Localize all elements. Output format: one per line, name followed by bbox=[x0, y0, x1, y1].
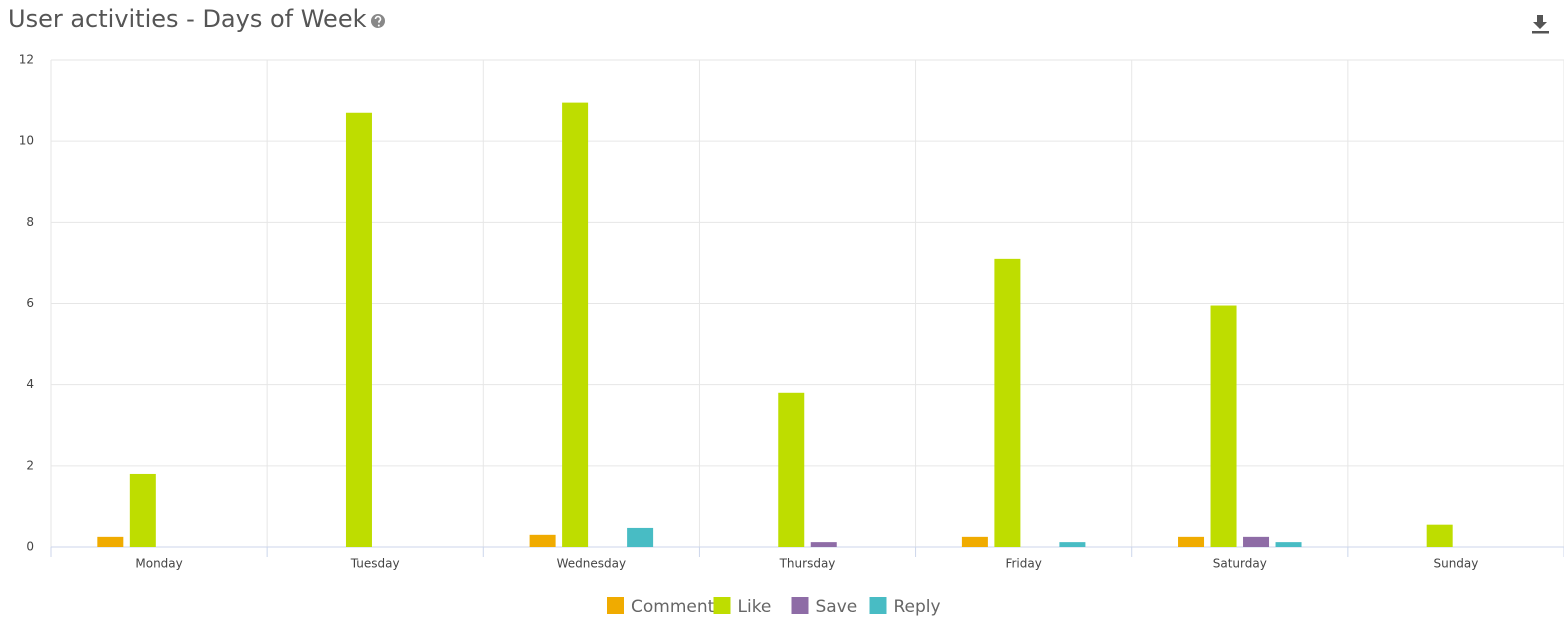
legend-label: Save bbox=[816, 597, 858, 617]
legend-swatch bbox=[869, 597, 887, 614]
x-tick-label: Monday bbox=[135, 557, 182, 571]
y-tick-label: 10 bbox=[19, 134, 34, 148]
x-tick-label: Wednesday bbox=[557, 557, 626, 571]
x-tick-label: Thursday bbox=[779, 557, 836, 571]
bar bbox=[1426, 524, 1453, 547]
y-tick-label: 4 bbox=[26, 377, 34, 391]
bar bbox=[994, 258, 1021, 547]
y-tick-label: 12 bbox=[19, 53, 34, 67]
bar bbox=[529, 534, 556, 547]
bar bbox=[810, 542, 837, 547]
bar bbox=[1243, 536, 1270, 547]
x-tick-label: Saturday bbox=[1213, 557, 1267, 571]
x-tick-label: Friday bbox=[1005, 557, 1041, 571]
legend-swatch bbox=[713, 597, 731, 614]
bar bbox=[961, 536, 988, 547]
y-tick-label: 0 bbox=[26, 540, 34, 554]
help-icon[interactable] bbox=[371, 14, 385, 28]
bar bbox=[345, 112, 372, 547]
bar bbox=[1059, 542, 1086, 547]
bar bbox=[1178, 536, 1205, 547]
bar bbox=[778, 392, 805, 547]
y-tick-label: 6 bbox=[26, 296, 34, 310]
legend-swatch bbox=[791, 597, 809, 614]
bar bbox=[627, 527, 654, 547]
y-tick-label: 8 bbox=[26, 215, 34, 229]
bar bbox=[97, 536, 124, 547]
y-tick-label: 2 bbox=[26, 458, 34, 472]
bar bbox=[1210, 305, 1237, 547]
legend-label: Comment bbox=[631, 597, 715, 617]
bar bbox=[129, 473, 156, 547]
legend-label: Reply bbox=[894, 597, 941, 617]
x-tick-label: Tuesday bbox=[350, 557, 400, 571]
bar bbox=[1275, 542, 1302, 547]
download-icon[interactable] bbox=[1532, 15, 1549, 34]
x-tick-label: Sunday bbox=[1433, 557, 1478, 571]
legend-label: Like bbox=[738, 597, 772, 617]
chart-title: User activities - Days of Week bbox=[8, 5, 367, 33]
legend-swatch bbox=[607, 597, 624, 614]
bar bbox=[562, 102, 589, 548]
